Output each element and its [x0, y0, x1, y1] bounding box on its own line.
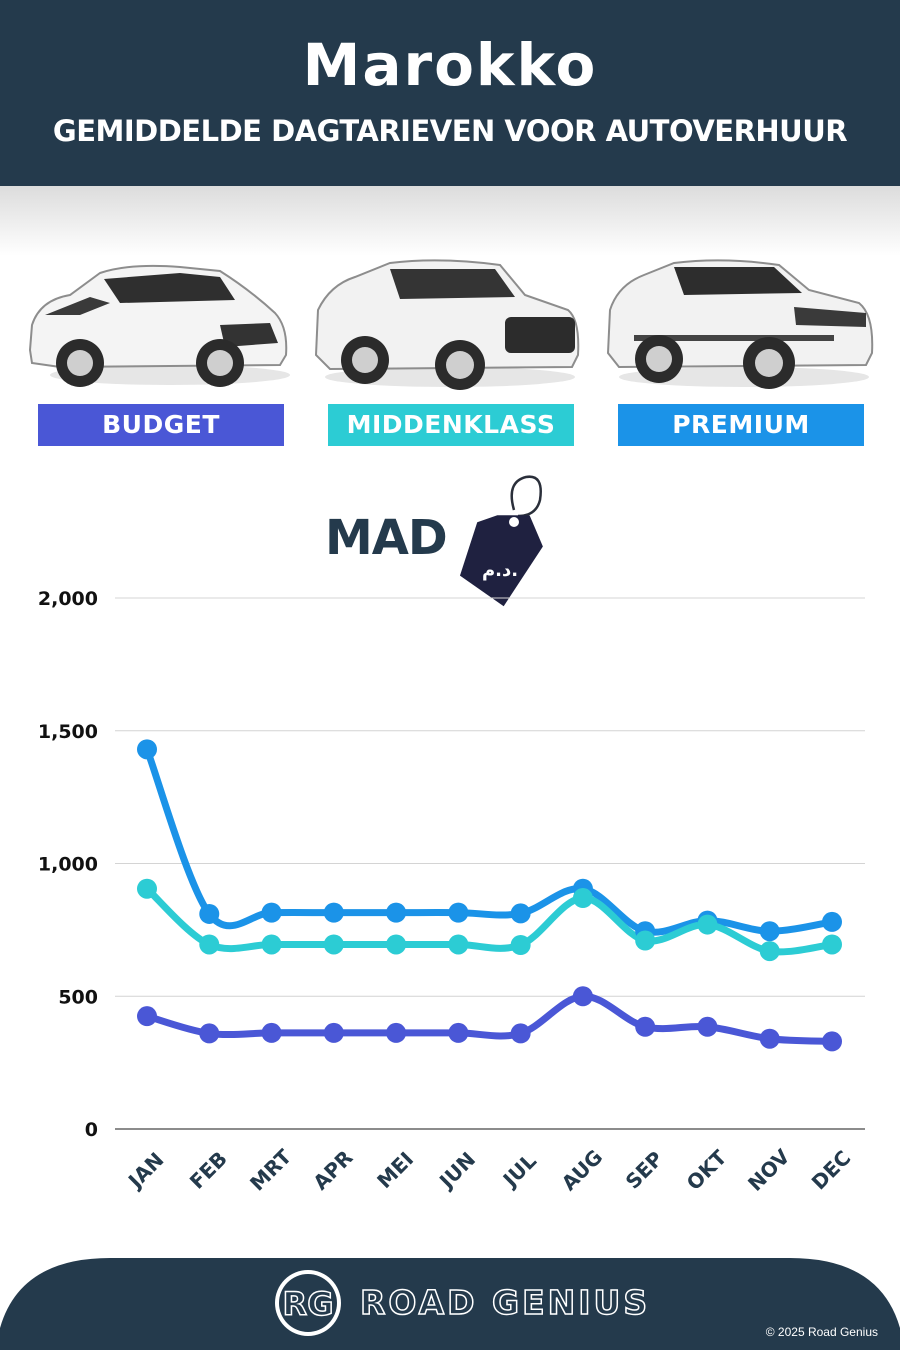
line-chart: 0 500 1,000 1,500 2,000 JAN FEB MRT APR MEI JUN JUL… — [38, 588, 865, 1196]
data-point — [323, 1022, 344, 1043]
data-point — [261, 1022, 282, 1043]
data-point — [323, 902, 344, 923]
budget-car-image — [28, 264, 290, 387]
data-point — [199, 934, 220, 955]
data-point — [572, 986, 593, 1007]
data-point — [137, 1006, 157, 1027]
page-subtitle: GEMIDDELDE DAGTARIEVEN VOOR AUTOVERHUUR — [52, 114, 848, 148]
data-point — [448, 902, 469, 923]
y-tick-label: 1,500 — [38, 721, 98, 743]
price-tag-icon: د.م. — [459, 475, 543, 607]
data-point — [261, 934, 282, 955]
data-point — [822, 911, 842, 932]
premium-car-image — [606, 259, 874, 389]
data-point — [759, 941, 780, 962]
tag-text: د.م. — [482, 560, 518, 581]
x-tick-label: OKT — [682, 1145, 732, 1195]
label-premium: PREMIUM — [618, 404, 864, 446]
y-tick-label: 0 — [85, 1119, 98, 1141]
header: Marokko GEMIDDELDE DAGTARIEVEN VOOR AUTO… — [0, 0, 900, 186]
y-tick-label: 1,000 — [38, 854, 98, 876]
x-tick-label: AUG — [557, 1145, 608, 1196]
x-tick-label: JUL — [497, 1149, 541, 1193]
x-tick-label: MEI — [372, 1147, 418, 1193]
x-tick-label: APR — [308, 1145, 357, 1194]
data-point — [386, 934, 407, 955]
data-point — [635, 930, 656, 951]
data-point — [822, 934, 842, 955]
currency-code: MAD — [325, 510, 448, 566]
x-tick-label: JUN — [433, 1147, 480, 1194]
header-shadow — [0, 186, 900, 256]
data-point — [510, 1023, 531, 1044]
x-tick-label: DEC — [807, 1146, 856, 1195]
page-title: Marokko — [302, 31, 598, 99]
data-point — [386, 902, 407, 923]
label-midsize: MIDDENKLASS — [328, 404, 574, 446]
series-line — [143, 745, 836, 936]
x-tick-label: NOV — [743, 1144, 795, 1196]
x-tick-label: JAN — [122, 1148, 168, 1194]
x-tick-label: FEB — [185, 1147, 232, 1194]
label-budget: BUDGET — [38, 404, 284, 446]
data-point — [137, 739, 157, 760]
data-point — [386, 1022, 407, 1043]
data-point — [137, 878, 157, 899]
brand-name: ROAD GENIUS — [359, 1282, 651, 1323]
data-point — [697, 914, 718, 935]
data-point — [448, 1022, 469, 1043]
data-point — [572, 888, 593, 909]
y-tick-label: 2,000 — [38, 588, 98, 610]
data-point — [323, 934, 344, 955]
data-point — [759, 1028, 780, 1049]
logo-text: RG — [283, 1285, 334, 1323]
data-point — [822, 1031, 842, 1052]
x-tick-label: SEP — [621, 1146, 668, 1193]
y-tick-label: 500 — [58, 986, 98, 1008]
data-point — [635, 1016, 656, 1037]
data-point — [261, 902, 282, 923]
data-point — [759, 921, 780, 942]
data-point — [697, 1016, 718, 1037]
series-line — [143, 992, 836, 1045]
data-point — [510, 903, 531, 924]
midsize-car-image — [314, 259, 580, 390]
data-point — [448, 934, 469, 955]
x-tick-label: MRT — [245, 1144, 296, 1195]
footer: RG — [0, 1258, 900, 1350]
data-point — [510, 935, 531, 956]
data-point — [199, 1023, 220, 1044]
copyright: © 2025 Road Genius — [765, 1325, 878, 1339]
data-point — [199, 903, 220, 924]
